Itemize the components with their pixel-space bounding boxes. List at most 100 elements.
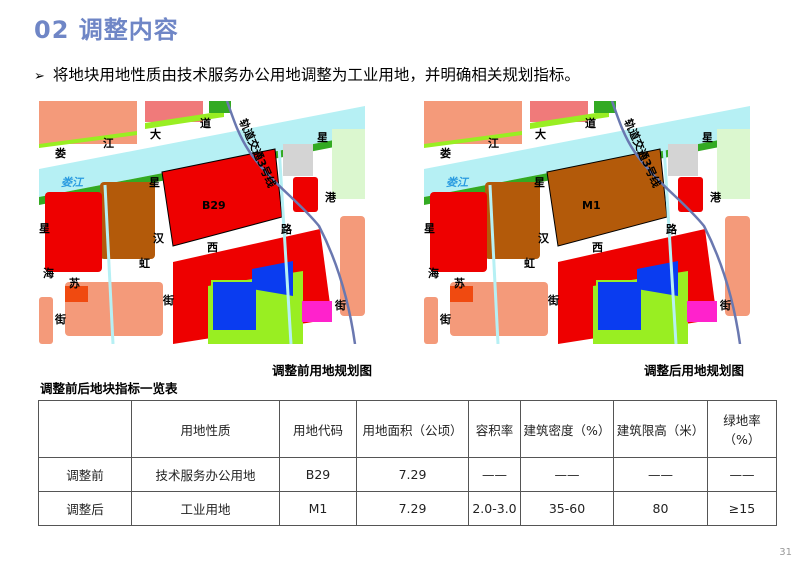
cell: —— [707,457,777,492]
cell: B29 [279,457,357,492]
header-cell: 容积率 [468,400,521,458]
map-before: 娄江大道 娄江 轨道交通3号线 星港星 汉西路 星海街 苏虹街 街 B29 [39,101,365,344]
land-parcel [252,261,293,296]
metro-line [225,101,357,344]
parcel-code-label: M1 [582,199,601,212]
land-parcel [596,280,643,332]
land-parcel [65,286,88,302]
bullet-text: 将地块用地性质由技术服务办公用地调整为工业用地，并明确相关规划指标。 [52,66,580,84]
canal [662,145,678,344]
map-label: 港 [325,190,337,204]
indicator-table: 用地性质 用地代码 用地面积（公顷） 容积率 建筑密度（%） 建筑限高（米） 绿… [38,400,777,526]
map-label: 苏 [454,276,465,290]
map-label: 娄 [55,146,66,160]
arrow-bullet-icon: ➢ [34,69,45,84]
header-cell: 用地性质 [131,400,280,458]
canal [103,184,115,344]
map-label: 西 [592,241,603,254]
cell: 技术服务办公用地 [131,457,280,492]
header-cell: 建筑密度（%） [520,400,614,458]
map-label: 星 [317,131,328,144]
canal [488,184,500,344]
map-label: 道 [585,116,596,130]
table-row: 调整前 技术服务办公用地 B29 7.29 —— —— —— —— [38,457,777,492]
map-label: 娄 [440,146,451,160]
cell: 7.29 [356,457,469,492]
land-parcel [485,182,540,259]
map-label: 星 [702,131,713,144]
land-parcel [332,129,365,199]
green-strip [39,131,137,148]
cell: 80 [613,491,708,526]
header-cell: 用地面积（公顷） [356,400,469,458]
map-label: 虹 [524,256,535,270]
table-caption: 调整前后地块指标一览表 [40,381,178,396]
map-label: 苏 [69,276,80,290]
header-cell: 绿地率（%） [707,400,777,458]
land-parcel [678,177,703,212]
map-label: 路 [666,222,678,236]
map-label: 江 [103,136,114,150]
map-label: 街 [54,312,66,326]
green-strip [530,111,609,129]
map-label: 汉 [538,231,550,245]
green-strip [594,101,616,113]
cell: ≥15 [707,491,777,526]
cell: —— [613,457,708,492]
land-parcel [725,216,750,316]
land-parcel [302,301,332,322]
map-label: 街 [162,293,174,307]
page-title: 02 调整内容 [34,16,179,44]
map-label: 娄江 [446,176,470,189]
cell: 调整后 [38,491,132,526]
map-label: 街 [547,293,559,307]
river [39,106,365,197]
map-label: 街 [439,312,451,326]
map-label: 港 [710,190,722,204]
land-parcel [668,144,698,176]
cell: —— [520,457,614,492]
land-parcel [45,192,102,272]
map-label: 江 [488,136,499,150]
header-cell [38,400,132,458]
land-parcel [450,286,473,302]
map-label: 大 [150,127,161,141]
map-label: 街 [334,298,346,312]
map-label: 西 [207,241,218,254]
map-label: 娄江 [61,176,85,189]
map-label: 路 [281,222,293,236]
header-cell: 建筑限高（米） [613,400,708,458]
land-parcel [65,282,163,336]
cell: 工业用地 [131,491,280,526]
cell: 2.0-3.0 [468,491,521,526]
cell: 7.29 [356,491,469,526]
cell: 35-60 [520,491,614,526]
map-label: 大 [535,127,546,141]
map-label: 道 [200,116,211,130]
land-parcel [283,144,313,176]
land-parcel [100,182,155,259]
parcel-code-label: B29 [202,199,226,212]
land-parcel [687,301,717,322]
map-label: 星 [149,176,160,189]
land-parcel [424,297,438,344]
page-number: 31 [779,547,792,558]
land-parcel [637,261,678,296]
metro-line [610,101,742,344]
river [424,106,750,197]
header-cell: 用地代码 [279,400,357,458]
map-label: 星 [424,222,435,235]
table-row: 调整后 工业用地 M1 7.29 2.0-3.0 35-60 80 ≥15 [38,491,777,526]
map-label: 汉 [153,231,165,245]
land-parcel [717,129,750,199]
table-header-row: 用地性质 用地代码 用地面积（公顷） 容积率 建筑密度（%） 建筑限高（米） 绿… [38,400,777,458]
map-label: 星 [39,222,50,235]
green-strip [145,111,224,129]
canal [277,145,293,344]
green-strip [209,101,231,113]
land-parcel [211,280,258,332]
cell: —— [468,457,521,492]
map-after-caption: 调整后用地规划图 [644,363,745,378]
map-label: 星 [534,176,545,189]
cell: 调整前 [38,457,132,492]
